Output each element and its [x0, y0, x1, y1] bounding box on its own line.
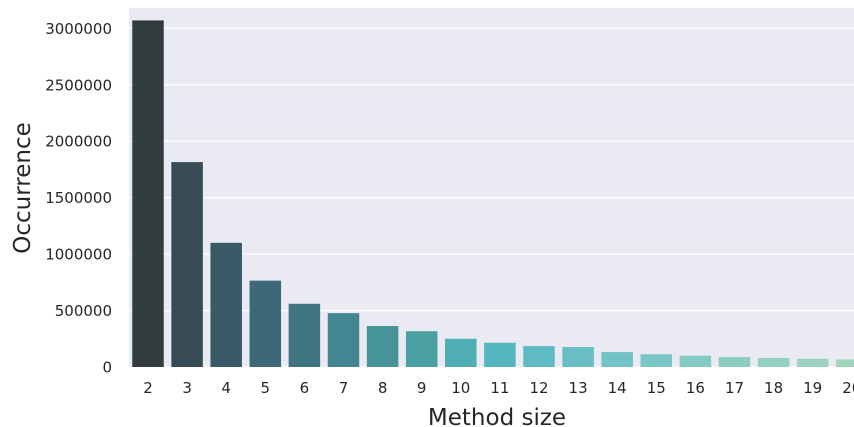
bar: [757, 357, 790, 367]
x-tick-label: 19: [803, 379, 822, 397]
bar: [601, 352, 633, 367]
y-tick-label: 1000000: [45, 246, 112, 264]
y-tick-label: 2000000: [45, 133, 112, 151]
bar: [327, 313, 360, 367]
x-axis-ticks: 2 3 4 5 6 7 8 9 10 11 12 13 14 15 16 17 18 19 20: [143, 379, 854, 397]
x-tick-label: 17: [725, 379, 744, 397]
x-tick-label: 8: [378, 379, 388, 397]
bar: [718, 357, 751, 367]
x-tick-label: 2: [143, 379, 153, 397]
y-tick-label: 0: [102, 359, 112, 377]
x-tick-label: 16: [686, 379, 705, 397]
bars: [132, 20, 854, 367]
x-tick-label: 14: [608, 379, 627, 397]
x-tick-label: 13: [569, 379, 588, 397]
bar: [640, 354, 673, 367]
bar: [562, 347, 594, 367]
bar: [132, 20, 164, 367]
x-tick-label: 9: [417, 379, 427, 397]
bar: [836, 359, 854, 367]
bar: [796, 358, 829, 367]
x-tick-label: 20: [842, 379, 854, 397]
y-axis-ticks: 0 500000 1000000 1500000 2000000 2500000 30000…: [45, 20, 112, 377]
y-tick-label: 500000: [55, 302, 112, 320]
x-tick-label: 10: [451, 379, 470, 397]
x-tick-label: 3: [182, 379, 192, 397]
y-tick-label: 3000000: [45, 20, 112, 38]
x-tick-label: 12: [529, 379, 548, 397]
bar: [366, 326, 399, 367]
bar: [484, 342, 516, 367]
bar: [523, 346, 555, 367]
bar: [445, 338, 477, 367]
x-tick-label: 18: [764, 379, 783, 397]
y-axis-label: Occurrence: [10, 122, 36, 254]
bar: [249, 280, 282, 367]
x-axis-label: Method size: [428, 405, 566, 427]
bar: [210, 242, 242, 367]
y-tick-label: 1500000: [45, 189, 112, 207]
bar: [405, 331, 438, 367]
bar: [288, 303, 321, 367]
bar: [171, 162, 203, 367]
x-tick-label: 5: [261, 379, 271, 397]
bar: [679, 355, 712, 367]
x-tick-label: 6: [300, 379, 310, 397]
x-tick-label: 7: [339, 379, 349, 397]
y-tick-label: 2500000: [45, 76, 112, 94]
x-tick-label: 15: [647, 379, 666, 397]
x-tick-label: 4: [221, 379, 231, 397]
x-tick-label: 11: [490, 379, 509, 397]
